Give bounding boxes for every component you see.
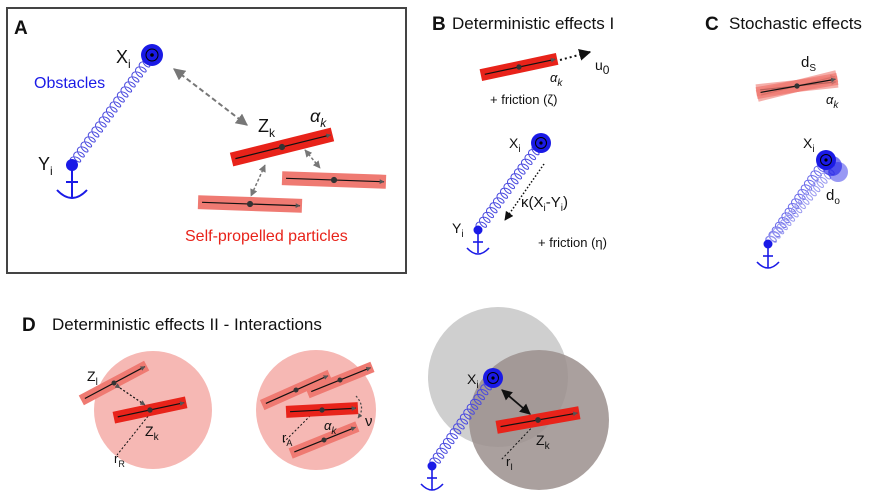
spring-force-arrow xyxy=(504,163,545,221)
label-yi: Yi xyxy=(38,154,53,178)
anchor-point-b xyxy=(473,225,483,235)
obstacle-particle-force-arrow xyxy=(501,389,531,415)
anchor-point-yi xyxy=(66,159,78,171)
repulsion-subpanel: Zl Zk rR xyxy=(78,351,212,469)
particle-d1-zk xyxy=(112,396,188,424)
label-d2-alpha: αk xyxy=(324,418,337,437)
panel-c-letter: C xyxy=(705,14,719,35)
obstacle-d-ring xyxy=(487,372,499,384)
label-rI: rI xyxy=(506,454,513,472)
particle-center-dot xyxy=(147,407,153,413)
panel-a: A Obstacles Self-propelled particles Xi … xyxy=(6,7,407,274)
label-d3-zk: Zk xyxy=(536,432,551,452)
particle-neighbor-1 xyxy=(281,171,387,189)
particle-axis-arrow xyxy=(484,57,556,75)
particle-center-dot xyxy=(278,143,286,151)
label-b-xi: Xi xyxy=(509,135,521,155)
spring-c-ghost xyxy=(765,165,835,246)
obstacle-d-dot xyxy=(491,376,495,380)
anchor-point-c xyxy=(763,239,773,249)
obstacles-label: Obstacles xyxy=(34,75,105,92)
anchor-point-d xyxy=(427,461,437,471)
label-rR: rR xyxy=(114,451,125,469)
particles-label: Self-propelled particles xyxy=(185,228,348,245)
panel-b: B Deterministic effects I u0 αk + fricti… xyxy=(432,14,614,255)
obstacle-c-ring xyxy=(820,154,832,166)
particle-center-dot xyxy=(246,200,254,208)
label-nu: ν xyxy=(365,413,373,430)
alignment-rotation-arrow xyxy=(355,395,363,419)
label-c-alpha: αk xyxy=(826,92,839,111)
repulsion-radius xyxy=(116,409,154,456)
friction-eta: + friction (η) xyxy=(538,235,607,250)
particle-interaction-arrow-2 xyxy=(250,164,266,197)
label-ds: dS xyxy=(801,54,816,74)
alignment-subpanel: ν αk rA xyxy=(256,350,376,470)
particle-zk xyxy=(229,127,335,167)
panel-b-letter: B xyxy=(432,14,446,35)
label-spring-force: κ(Xi-Yi) xyxy=(521,194,568,214)
spring-b xyxy=(475,140,544,232)
obstacle-center-dot xyxy=(150,53,154,57)
particle-center-dot xyxy=(516,64,522,70)
panel-d: D Deterministic effects II - Interaction… xyxy=(22,307,609,491)
anchor-icon xyxy=(56,168,88,199)
velocity-arrow xyxy=(559,48,592,61)
particle-d2-neighbor-2 xyxy=(305,361,375,399)
obstacle-particle-arrow xyxy=(173,68,248,126)
anchor-icon-b xyxy=(466,232,490,255)
spring-c xyxy=(765,157,829,246)
particle-center-dot xyxy=(330,176,338,184)
label-do: do xyxy=(826,187,840,207)
friction-zeta: + friction (ζ) xyxy=(490,92,558,107)
anchor-icon-c xyxy=(756,246,780,269)
panel-a-frame xyxy=(6,7,407,274)
particle-center-dot xyxy=(319,407,325,413)
label-u0: u0 xyxy=(595,57,610,77)
label-b-alpha: αk xyxy=(550,70,563,89)
obstacle-interaction-subpanel: Xi Zk rI xyxy=(420,307,609,491)
particle-d2-neighbor-1 xyxy=(259,369,333,411)
obstacle-b-dot xyxy=(539,141,543,145)
label-zl: Zl xyxy=(87,368,98,388)
particle-center-dot xyxy=(337,377,343,383)
obstacle-center-ring xyxy=(145,48,159,62)
particle-c xyxy=(755,72,839,100)
label-d-xi: Xi xyxy=(467,371,479,391)
panel-d-letter: D xyxy=(22,315,36,336)
panel-a-letter: A xyxy=(14,18,28,39)
particle-d3-zk xyxy=(495,406,581,434)
label-b-yi: Yi xyxy=(452,220,464,240)
panel-c-title: Stochastic effects xyxy=(729,14,862,33)
label-xi: Xi xyxy=(116,47,131,71)
particle-d2-zk xyxy=(285,402,359,418)
particle-neighbor-2 xyxy=(197,195,303,213)
particle-center-dot xyxy=(293,387,299,393)
label-rA: rA xyxy=(282,430,292,448)
particle-center-dot xyxy=(794,83,800,89)
repulsion-arrow xyxy=(114,383,146,406)
obstacle-c-dot xyxy=(824,158,828,162)
panel-c: C Stochastic effects dS αk Xi do xyxy=(705,14,862,269)
anchor-icon-d xyxy=(420,468,444,491)
panel-d-title: Deterministic effects II - Interactions xyxy=(52,315,322,334)
particle-b xyxy=(479,53,559,81)
spring-d xyxy=(429,375,496,468)
particle-center-dot xyxy=(321,437,327,443)
particle-interaction-arrow-1 xyxy=(304,149,321,169)
obstacle-spring xyxy=(69,52,154,166)
label-d1-zk: Zk xyxy=(145,423,160,443)
label-zk: Zk xyxy=(258,116,276,140)
label-alpha-k: αk xyxy=(310,106,327,130)
particle-d2-neighbor-3 xyxy=(288,421,360,459)
obstacle-b-ring xyxy=(535,137,547,149)
label-c-xi: Xi xyxy=(803,135,815,155)
particle-center-dot xyxy=(535,417,541,423)
panel-b-title: Deterministic effects I xyxy=(452,14,614,33)
